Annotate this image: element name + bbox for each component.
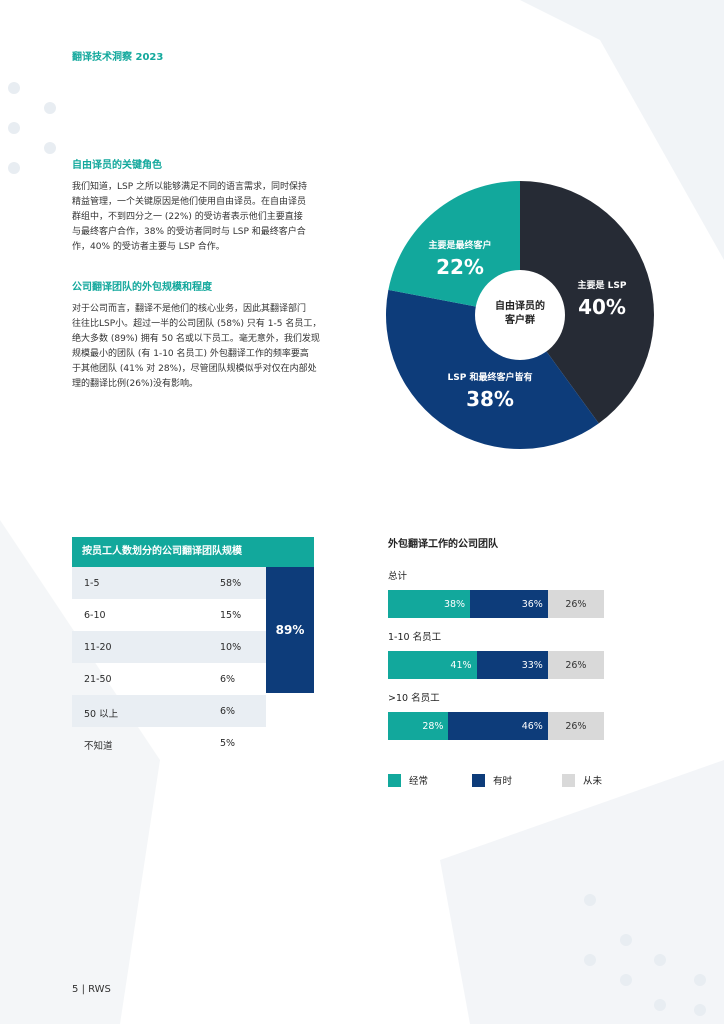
- bar-segment-never: 26%: [547, 712, 604, 740]
- text-line: 群组中，不到四分之一 (22%) 的受访者表示他们主要直接: [72, 212, 303, 222]
- legend-item-never: 从未: [562, 773, 602, 787]
- pie-label-end-client: 主要是最终客户 22%: [410, 238, 510, 279]
- table-cell-pct: 10%: [220, 642, 242, 653]
- legend-label: 经常: [409, 776, 429, 787]
- text-line: 于其他团队 (41% 对 28%)，尽管团队规模似乎对仅在内部处: [72, 364, 317, 374]
- text-line: 绝大多数 (89%) 拥有 50 名或以下员工。毫无意外，我们发现: [72, 334, 320, 344]
- table-group-total: 89%: [266, 567, 314, 693]
- pie-slice-end: [388, 181, 520, 315]
- pie-svg: [386, 181, 654, 449]
- bar-segment-often: 28%: [388, 712, 449, 740]
- table-cell-size: 21-50: [84, 674, 112, 685]
- table-cell-size: 6-10: [84, 610, 106, 621]
- table-row: 6-10 15%: [72, 599, 314, 631]
- page-footer: 5 | RWS: [72, 984, 111, 995]
- bar-group-label: 1-10 名员工: [388, 632, 442, 643]
- table-cell-size: 11-20: [84, 642, 112, 653]
- stacked-bar: 28% 46% 26%: [388, 712, 604, 740]
- bar-segment-sometimes: 33%: [476, 651, 548, 679]
- pie-slice-name: LSP 和最终客户皆有: [447, 373, 533, 383]
- table-title: 按员工人数划分的公司翻译团队规模: [72, 537, 314, 567]
- text-line: 对于公司而言，翻译不是他们的核心业务，因此其翻译部门: [72, 304, 307, 314]
- text-line: 规模最小的团队 (有 1-10 名员工) 外包翻译工作的频率要高: [72, 349, 309, 359]
- text-line: 理的翻译比例(26%)没有影响。: [72, 379, 199, 389]
- bar-segment-never: 26%: [547, 590, 604, 618]
- team-size-table: 按员工人数划分的公司翻译团队规模 1-5 58% 6-10 15% 11-20 …: [72, 537, 314, 759]
- text-line: 与最终客户合作，38% 的受访者同时与 LSP 和最终客户合: [72, 227, 306, 237]
- footer-separator: |: [81, 984, 89, 995]
- legend-item-sometimes: 有时: [472, 773, 512, 787]
- page-number: 5: [72, 984, 79, 995]
- bar-segment-often: 38%: [388, 590, 471, 618]
- pie-center-line: 自由译员的: [495, 301, 545, 312]
- pie-center-label: 自由译员的 客户群: [480, 300, 560, 328]
- pie-slice-name: 主要是 LSP: [577, 281, 627, 291]
- stacked-bar: 41% 33% 26%: [388, 651, 604, 679]
- table-row: 21-50 6%: [72, 663, 314, 695]
- bar-group-label: >10 名员工: [388, 693, 440, 704]
- legend-swatch: [388, 773, 401, 787]
- text-line: 精益管理，一个关键原因是他们使用自由译员。在自由译员: [72, 197, 307, 207]
- legend-label: 有时: [493, 776, 513, 787]
- pie-slice-value: 40%: [578, 295, 626, 319]
- table-row: 1-5 58%: [72, 567, 266, 599]
- stacked-bar: 38% 36% 26%: [388, 590, 604, 618]
- paragraph-outsourcing: 对于公司而言，翻译不是他们的核心业务，因此其翻译部门 往往比LSP小。超过一半的…: [72, 302, 362, 392]
- pie-slice-value: 22%: [436, 255, 484, 279]
- bar-group-label: 总计: [388, 571, 408, 582]
- document-header: 翻译技术洞察 2023: [72, 52, 164, 63]
- table-cell-pct: 5%: [220, 738, 236, 749]
- table-cell-size: 50 以上: [84, 709, 119, 720]
- table-row: 不知道 5%: [72, 727, 314, 759]
- pie-label-both: LSP 和最终客户皆有 38%: [425, 370, 555, 411]
- pie-slice-lsp: [520, 181, 654, 424]
- legend-label: 从未: [583, 776, 603, 787]
- bar-segment-never: 26%: [547, 651, 604, 679]
- bar-chart-title: 外包翻译工作的公司团队: [388, 539, 498, 550]
- table-cell-pct: 6%: [220, 674, 236, 685]
- table-cell-pct: 6%: [220, 706, 236, 717]
- paragraph-freelancers: 我们知道，LSP 之所以能够满足不同的语言需求，同时保持 精益管理，一个关键原因…: [72, 180, 362, 255]
- section-heading-freelancers: 自由译员的关键角色: [72, 160, 162, 171]
- pie-label-lsp: 主要是 LSP 40%: [557, 278, 647, 319]
- pie-slice-value: 38%: [466, 387, 514, 411]
- table-row: 11-20 10%: [72, 631, 266, 663]
- table-cell-size: 不知道: [84, 741, 113, 752]
- pie-center-line: 客户群: [505, 315, 535, 326]
- pie-center-hole: [475, 270, 565, 360]
- table-cell-pct: 15%: [220, 610, 242, 621]
- bar-segment-sometimes: 46%: [448, 712, 548, 740]
- table-row: 50 以上 6%: [72, 695, 266, 727]
- table-cell-size: 1-5: [84, 578, 100, 589]
- footer-brand: RWS: [88, 984, 111, 995]
- text-line: 往往比LSP小。超过一半的公司团队 (58%) 只有 1-5 名员工，: [72, 319, 322, 329]
- bar-segment-sometimes: 36%: [470, 590, 548, 618]
- text-line: 作，40% 的受访者主要与 LSP 合作。: [72, 242, 225, 252]
- section-heading-outsourcing: 公司翻译团队的外包规模和程度: [72, 282, 212, 293]
- bar-segment-often: 41%: [388, 651, 477, 679]
- legend-swatch: [562, 773, 575, 787]
- pie-slice-name: 主要是最终客户: [428, 241, 492, 251]
- legend-swatch: [472, 773, 485, 787]
- pie-slice-both: [386, 289, 599, 449]
- table-cell-pct: 58%: [220, 578, 242, 589]
- freelancer-client-pie-chart: 主要是 LSP 40% LSP 和最终客户皆有 38% 主要是最终客户 22% …: [385, 180, 655, 450]
- text-line: 我们知道，LSP 之所以能够满足不同的语言需求，同时保持: [72, 182, 308, 192]
- legend-item-often: 经常: [388, 773, 428, 787]
